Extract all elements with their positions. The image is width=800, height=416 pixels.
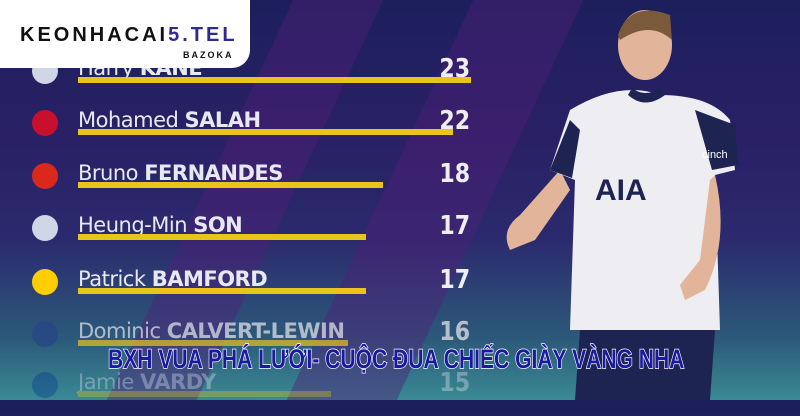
club-crest-icon <box>32 321 58 347</box>
leaderboard-row: Jamie VARDY 15 <box>0 364 480 416</box>
goal-count: 17 <box>439 265 470 295</box>
shirt-sponsor: AIA <box>595 174 647 207</box>
club-crest-icon <box>32 215 58 241</box>
player-name: Patrick BAMFORD <box>78 267 268 291</box>
goal-count: 17 <box>439 211 470 241</box>
leaderboard-row: Bruno FERNANDES 18 <box>0 155 480 207</box>
goal-bar <box>78 340 348 346</box>
site-logo[interactable]: KEONHACAI5.TEL BAZOKA <box>0 0 250 68</box>
goal-bar <box>78 234 366 240</box>
goal-count: 15 <box>439 368 470 398</box>
club-crest-icon <box>32 269 58 295</box>
logo-subtitle: BAZOKA <box>183 50 234 60</box>
player-name: Mohamed SALAH <box>78 108 261 132</box>
leaderboard-row: Patrick BAMFORD 17 <box>0 261 480 313</box>
player-name: Dominic CALVERT-LEWIN <box>78 319 345 343</box>
goal-bar <box>78 182 383 188</box>
leaderboard-row: Dominic CALVERT-LEWIN 16 <box>0 313 480 365</box>
goal-count: 16 <box>439 317 470 347</box>
player-photo: AIA cinch <box>506 10 738 400</box>
player-name: Heung-Min SON <box>78 213 243 237</box>
player-name: Jamie VARDY <box>78 370 216 394</box>
goal-bar <box>78 129 453 135</box>
logo-text: KEONHACAI5.TEL <box>20 24 238 46</box>
club-crest-icon <box>32 372 58 398</box>
player-name: Bruno FERNANDES <box>78 161 283 185</box>
goal-count: 18 <box>439 159 470 189</box>
goal-bar <box>78 391 331 397</box>
leaderboard-row: Mohamed SALAH 22 <box>0 102 480 154</box>
goal-bar <box>78 77 471 83</box>
club-crest-icon <box>32 163 58 189</box>
headline: BXH VUA PHÁ LƯỚI- CUỘC ĐUA CHIẾC GIÀY VÀ… <box>107 343 685 375</box>
leaderboard-row: Heung-Min SON 17 <box>0 207 480 259</box>
club-crest-icon <box>32 110 58 136</box>
goal-bar <box>78 288 366 294</box>
sleeve-sponsor: cinch <box>702 149 728 161</box>
